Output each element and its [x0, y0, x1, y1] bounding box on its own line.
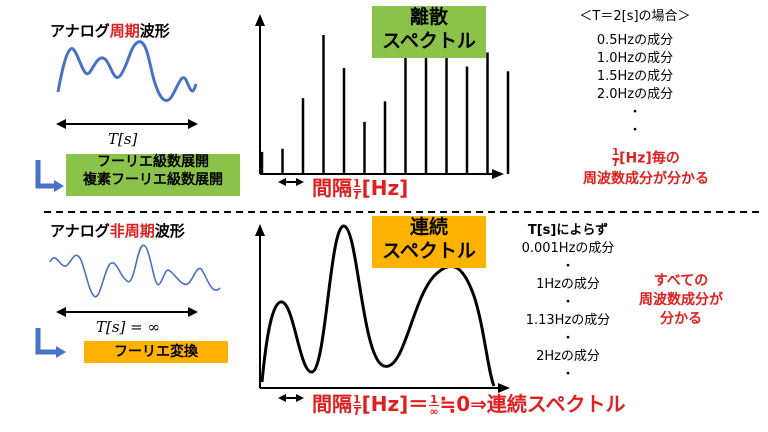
case-header: ＜T＝2[s]の場合＞	[579, 9, 691, 24]
continuous-component-list: T[s]によらず 0.001Hzの成分 ・ 1Hzの成分 ・ 1.13Hzの成分…	[508, 222, 628, 384]
continuous-spectrum-curve	[260, 224, 496, 387]
period-label: T[s]	[108, 130, 138, 148]
list-dot: ・	[628, 105, 642, 120]
list-item: 2.0Hzの成分	[596, 87, 674, 102]
list-dot: ・	[561, 295, 575, 310]
all-components-text: すべての 周波数成分が 分かる	[639, 273, 723, 327]
list-item: 1Hzの成分	[536, 277, 600, 292]
infinite-period-label: T[s] = ∞	[96, 318, 161, 336]
periodic-wave-title: アナログ周期波形	[50, 22, 170, 40]
list-item: 0.5Hzの成分	[596, 33, 674, 48]
list-dot: ・	[628, 123, 642, 138]
fourier-transform-box: フーリエ変換	[84, 341, 228, 363]
discrete-result-text: 1 T [Hz]毎の 周波数成分が分かる	[583, 147, 709, 188]
discrete-component-list: 0.5Hzの成分 1.0Hzの成分 1.5Hzの成分 2.0Hzの成分 ・ ・	[580, 32, 690, 140]
continuous-spectrum-label: 連続 スペクトル	[372, 216, 486, 268]
fourier-series-box: フーリエ級数展開 複素フーリエ級数展開	[66, 154, 240, 196]
list-dot: ・	[561, 331, 575, 346]
list-item: 1.5Hzの成分	[596, 69, 674, 84]
list-item: 0.001Hzの成分	[521, 241, 615, 256]
discrete-spectrum-label: 離散 スペクトル	[372, 6, 486, 58]
list-dot: ・	[561, 367, 575, 382]
discrete-interval-label: 間隔 1 T [Hz]	[312, 176, 409, 202]
list-item: 2Hzの成分	[536, 349, 600, 364]
independent-note: T[s]によらず	[527, 223, 609, 238]
list-item: 1.13Hzの成分	[525, 313, 611, 328]
list-dot: ・	[561, 259, 575, 274]
aperiodic-wave-title: アナログ非周期波形	[50, 222, 185, 240]
list-item: 1.0Hzの成分	[596, 51, 674, 66]
continuous-interval-label: 間隔 1 T [Hz]＝ 1 ∞ ≒0⇒連続スペクトル	[312, 392, 626, 418]
